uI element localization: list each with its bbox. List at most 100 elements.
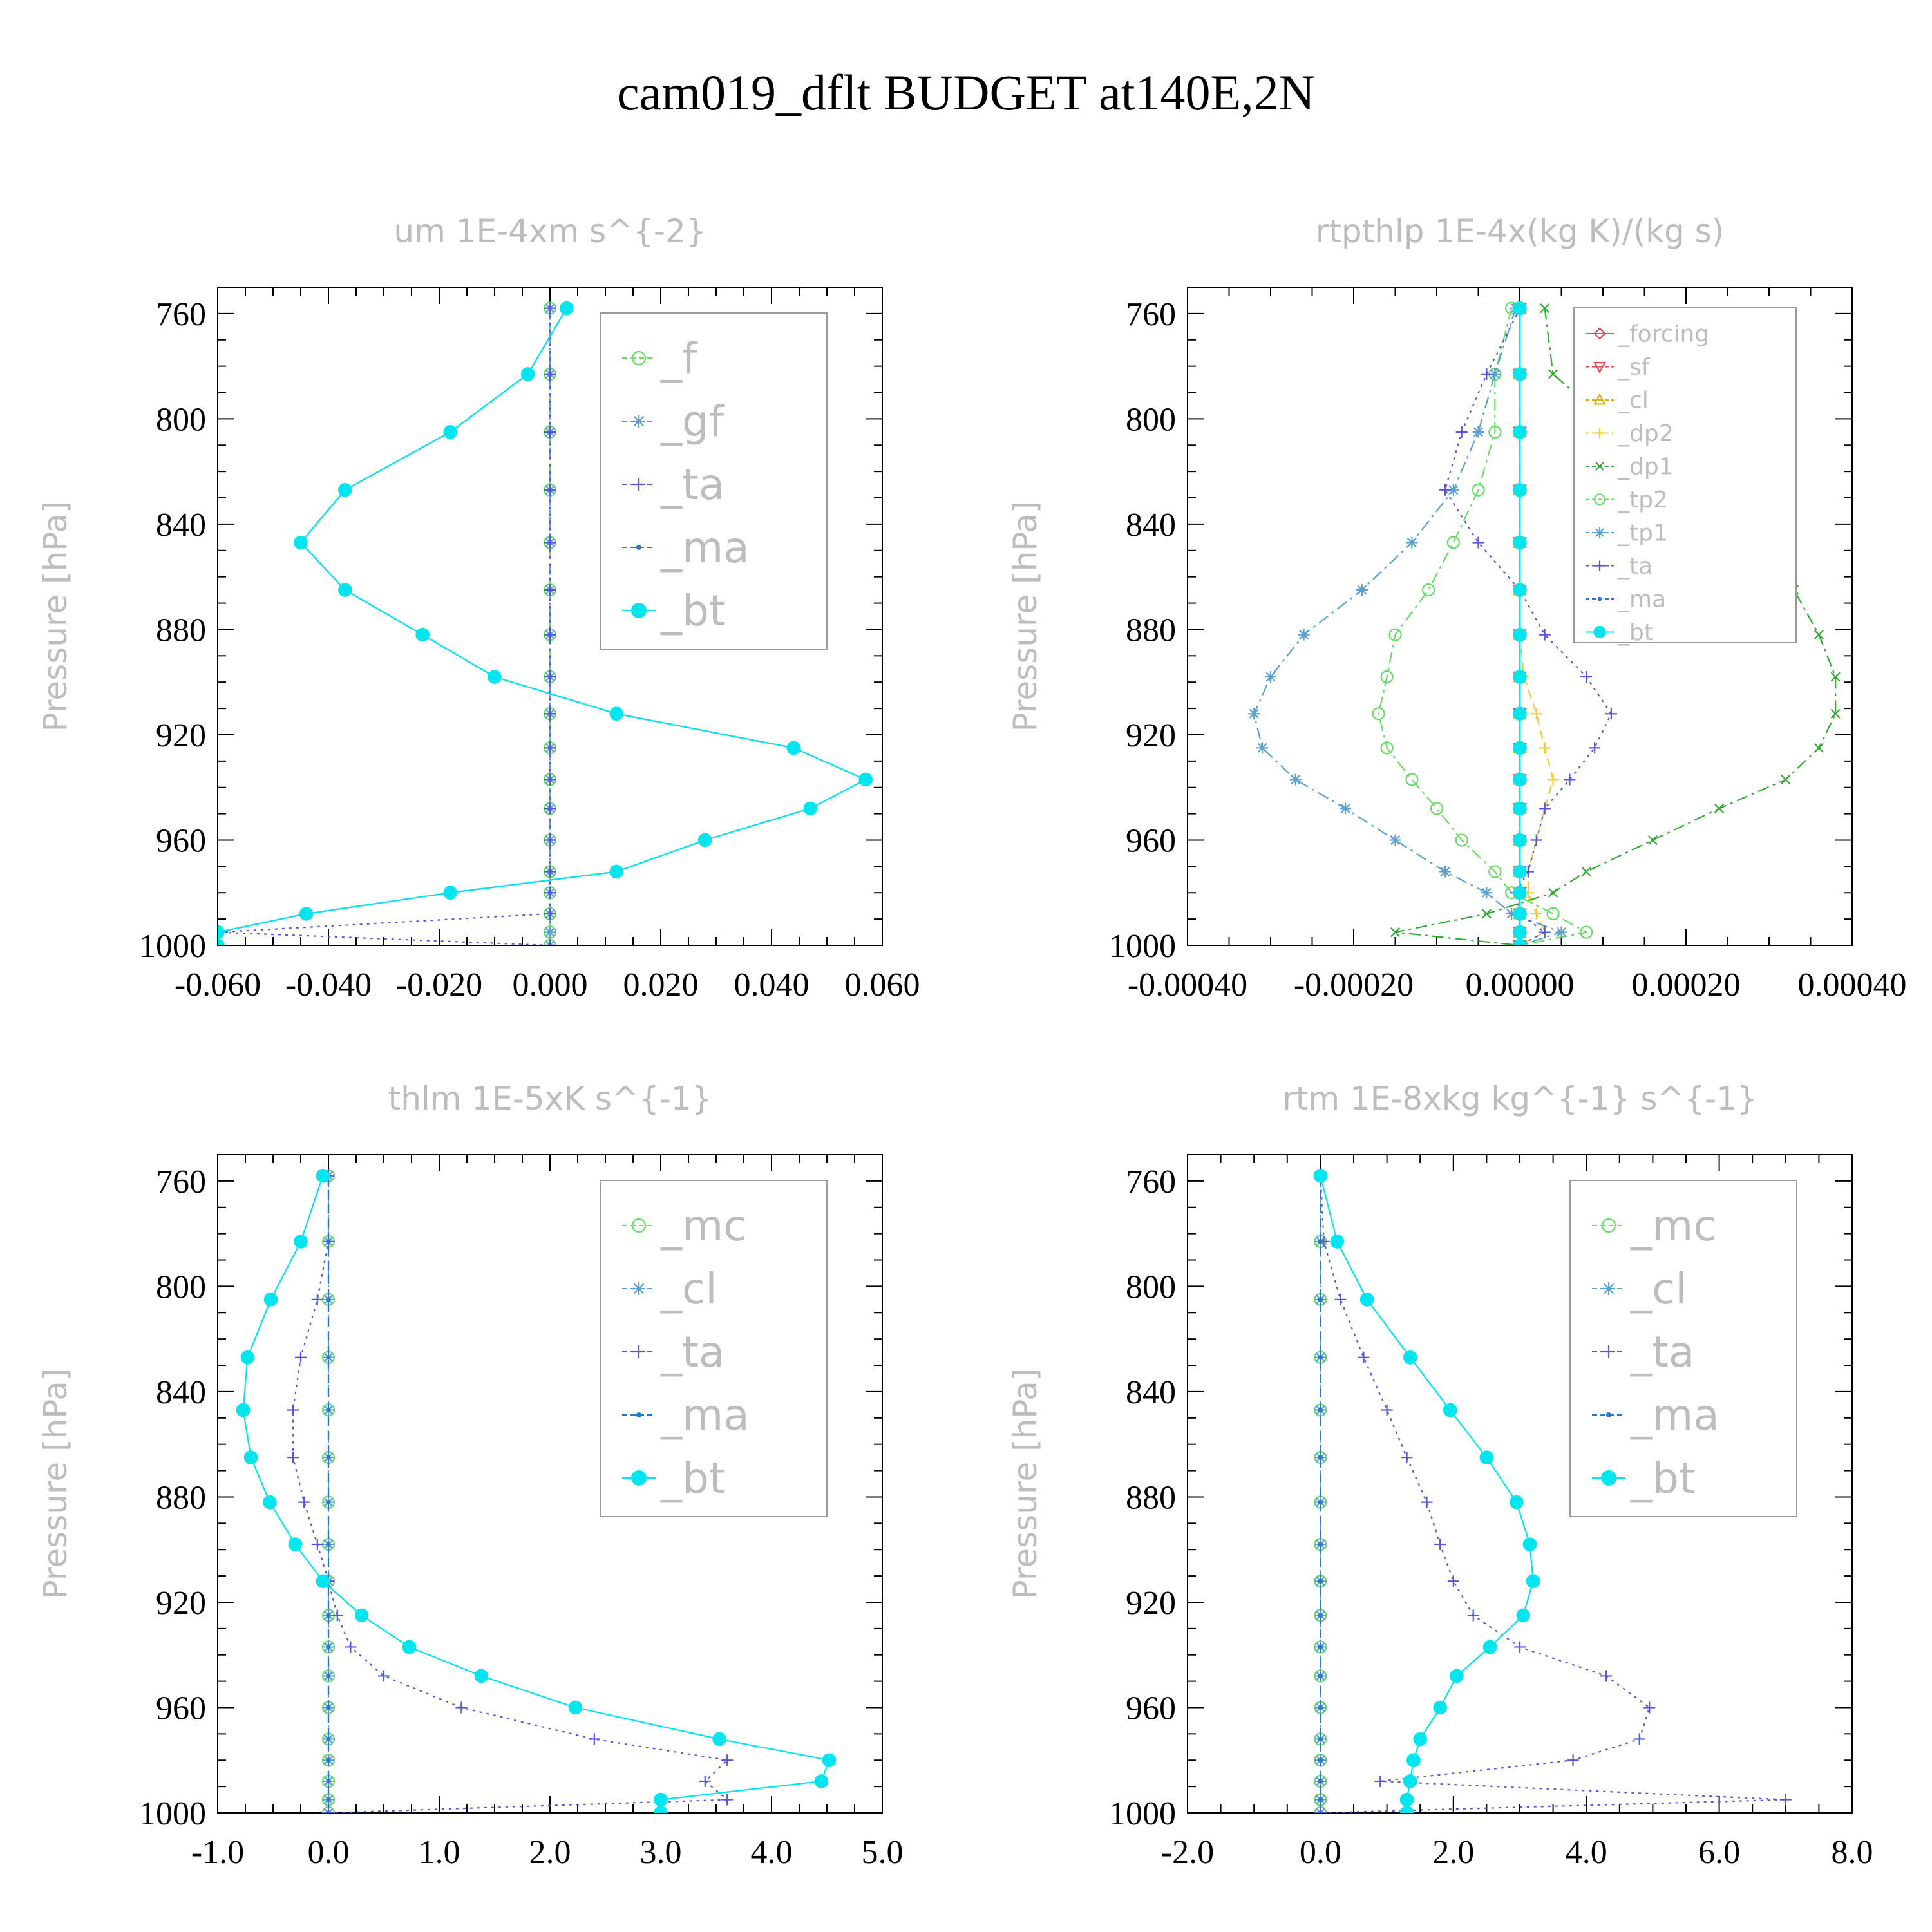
data-point	[354, 1608, 369, 1623]
data-point	[326, 1355, 331, 1360]
data-point	[544, 887, 556, 899]
data-point	[1467, 1609, 1479, 1622]
y-tick-label: 840	[156, 1374, 206, 1411]
data-point	[1513, 627, 1527, 642]
data-point	[1455, 833, 1468, 847]
data-point	[326, 1779, 331, 1784]
data-point	[338, 583, 352, 597]
data-point	[1513, 482, 1527, 497]
data-point	[1481, 887, 1493, 899]
data-point	[1513, 741, 1527, 755]
data-point	[1513, 864, 1527, 879]
y-tick-label: 880	[156, 612, 206, 649]
data-point	[1488, 425, 1502, 439]
data-point	[544, 926, 556, 938]
data-point	[1514, 1641, 1526, 1653]
panels: um 1E-4xm s^{-2} Pressure [hPa] 760 800 840 8…	[37, 213, 1907, 1871]
legend-box	[1573, 307, 1797, 643]
data-point	[803, 801, 817, 816]
plot-area	[1248, 301, 1841, 945]
legend-label: _ma	[660, 523, 750, 573]
y-tick-label: 760	[156, 1164, 206, 1200]
y-tick-label: 880	[156, 1479, 206, 1516]
data-point	[1256, 742, 1269, 754]
data-point	[331, 1609, 343, 1622]
legend-box	[600, 312, 828, 650]
data-point	[1318, 1779, 1323, 1784]
legend-label: _ta	[1617, 553, 1653, 580]
panel-title: thlm 1E-5xK s^{-1}	[388, 1080, 712, 1117]
x-tick-label: 4.0	[1566, 1834, 1607, 1871]
legend-item: _bt	[622, 586, 726, 636]
data-point	[1643, 1701, 1656, 1714]
data-point	[1513, 886, 1527, 900]
y-tick-label: 840	[156, 507, 206, 544]
legend-item: _f	[622, 334, 698, 383]
series-line	[1395, 308, 1837, 945]
x-tick-label: 0.000	[513, 967, 588, 1003]
data-point	[1548, 887, 1558, 898]
legend-item: _mc	[622, 1201, 747, 1251]
y-tick-label: 880	[1126, 1479, 1176, 1516]
series-bt	[1513, 301, 1527, 945]
data-point	[544, 708, 556, 720]
data-point	[1443, 1403, 1457, 1417]
data-point	[1439, 866, 1451, 878]
legend-marker	[1595, 527, 1605, 538]
data-point	[1372, 707, 1385, 721]
series-ma	[326, 1173, 331, 1813]
y-tick-label: 880	[1126, 612, 1176, 649]
x-tick-label: 0.020	[623, 967, 699, 1003]
data-point	[326, 1705, 331, 1710]
data-point	[1403, 1774, 1417, 1788]
y-tick-label: 960	[156, 822, 206, 859]
legend-marker	[1593, 493, 1606, 506]
data-point	[1513, 925, 1527, 940]
data-point	[1513, 706, 1527, 721]
y-tick-label: 960	[156, 1690, 206, 1727]
data-point	[544, 802, 556, 815]
data-point	[1513, 583, 1527, 597]
data-point	[568, 1700, 583, 1715]
x-tick-label: 8.0	[1832, 1834, 1873, 1871]
data-point	[1318, 1542, 1323, 1547]
data-point	[1488, 865, 1502, 878]
data-point	[1318, 1613, 1323, 1618]
legend-label: _sf	[1617, 354, 1651, 381]
data-point	[323, 1807, 334, 1813]
y-tick-label: 800	[1126, 1269, 1176, 1305]
data-point	[1472, 536, 1484, 549]
series-line	[1320, 1175, 1534, 1813]
data-point	[1510, 1495, 1524, 1510]
data-point	[1513, 367, 1527, 381]
data-point	[1318, 1355, 1323, 1360]
data-point	[1433, 1700, 1447, 1715]
data-point	[544, 834, 556, 846]
legend-marker	[1593, 327, 1606, 340]
legend-marker	[636, 1412, 641, 1417]
data-point	[1605, 708, 1617, 720]
legend-marker	[1597, 596, 1602, 601]
data-point	[326, 1757, 331, 1763]
legend-label: _dp1	[1617, 454, 1674, 480]
legend-label: _tp1	[1617, 520, 1668, 547]
data-point	[287, 1452, 299, 1464]
panel-2: rtpthlp 1E-4x(kg K)/(kg s) Pressure [hPa]…	[1007, 213, 1907, 1003]
data-point	[1513, 801, 1527, 816]
data-point	[1526, 1574, 1540, 1589]
data-point	[654, 1806, 668, 1813]
data-point	[295, 1351, 307, 1363]
y-tick-label: 840	[1126, 507, 1176, 544]
y-tick-label: 800	[156, 1269, 206, 1305]
data-point	[1779, 1794, 1792, 1806]
data-point	[1340, 802, 1352, 815]
data-point	[1513, 907, 1527, 921]
y-tick-label: 760	[1126, 1164, 1176, 1200]
legend-marker	[631, 603, 647, 618]
data-point	[455, 1701, 468, 1714]
x-tick-label: 0.00040	[1798, 967, 1907, 1003]
y-tick-label: 1000	[139, 928, 206, 965]
data-point	[1422, 583, 1435, 597]
data-point	[1548, 369, 1558, 379]
data-point	[1399, 1792, 1414, 1807]
